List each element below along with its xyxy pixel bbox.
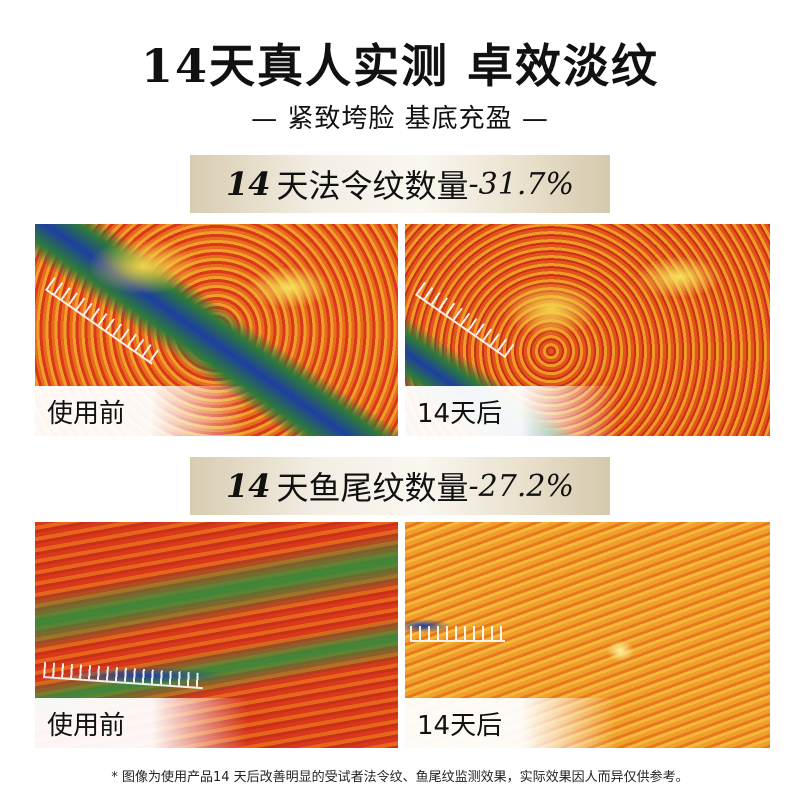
page-subtitle: — 紧致垮脸 基底充盈 —: [251, 104, 549, 134]
after-label: 14天后: [405, 698, 617, 748]
change-percent: -31.7%: [468, 166, 574, 202]
page-title: 14天真人实测 卓效淡纹: [140, 39, 660, 93]
metric-label: 天鱼尾纹数量: [276, 469, 469, 507]
measure-scale: [415, 281, 515, 359]
days-number: 14: [226, 165, 271, 203]
before-label: 使用前: [35, 386, 247, 436]
measure-scale: [410, 626, 505, 642]
days-number: 14: [226, 467, 271, 505]
after-label: 14天后: [405, 386, 617, 436]
nasolabial-after-image: 14天后: [405, 224, 770, 436]
nasolabial-before-image: 使用前: [35, 224, 398, 436]
disclaimer-footnote: * 图像为使用产品14 天后改善明显的受试者法令纹、鱼尾纹监测效果，实际效果因人…: [111, 770, 689, 785]
crowsfeet-result-banner: 14 天鱼尾纹数量 -27.2%: [190, 457, 610, 515]
crowsfeet-before-image: 使用前: [35, 522, 398, 748]
measure-scale: [45, 276, 161, 365]
metric-label: 天法令纹数量: [276, 167, 469, 205]
measure-scale: [43, 662, 204, 690]
before-label: 使用前: [35, 698, 247, 748]
crowsfeet-after-image: 14天后: [405, 522, 770, 748]
change-percent: -27.2%: [468, 468, 574, 504]
nasolabial-result-banner: 14 天法令纹数量 -31.7%: [190, 155, 610, 213]
